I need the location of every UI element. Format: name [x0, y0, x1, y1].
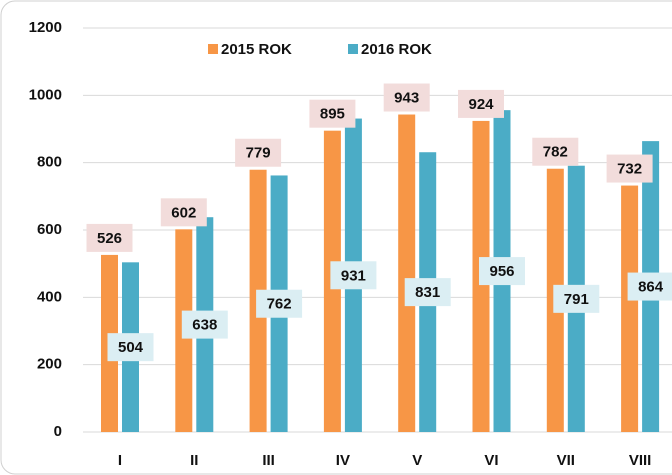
data-label: 864: [638, 279, 664, 296]
data-label: 779: [246, 145, 271, 162]
legend-label: 2015 ROK: [221, 41, 292, 58]
legend-swatch: [208, 44, 218, 54]
data-label: 791: [564, 291, 589, 308]
data-label: 504: [118, 339, 144, 356]
x-tick-label: V: [412, 452, 422, 469]
data-label: 638: [192, 317, 217, 334]
data-label: 782: [543, 144, 568, 161]
data-label: 762: [267, 296, 292, 313]
y-tick-label: 1000: [29, 86, 62, 103]
data-label-box: [181, 310, 228, 339]
data-label: 956: [489, 263, 514, 280]
data-label-box: [330, 261, 377, 290]
data-label-box: [627, 272, 672, 301]
data-label: 831: [415, 284, 440, 301]
data-label: 895: [320, 106, 345, 123]
data-label-box: [553, 284, 600, 313]
data-label: 732: [617, 161, 642, 178]
x-tick-label: VI: [484, 452, 498, 469]
data-label: 924: [468, 96, 494, 113]
y-tick-label: 0: [54, 423, 62, 440]
y-tick-label: 200: [37, 356, 62, 373]
data-label-box: [458, 89, 504, 118]
data-label-box: [309, 99, 356, 128]
data-label-box: [606, 154, 653, 183]
data-label-box: [383, 83, 430, 112]
data-label-box: [256, 289, 303, 318]
data-label-box: [404, 278, 451, 307]
x-tick-label: IV: [336, 452, 350, 469]
bar: [398, 114, 416, 433]
y-tick-label: 800: [37, 154, 62, 171]
data-label: 526: [97, 230, 122, 247]
data-label: 943: [394, 89, 419, 106]
data-label-box: [107, 333, 154, 362]
data-label: 602: [171, 204, 196, 221]
data-label: 931: [341, 267, 366, 284]
x-tick-label: VIII: [629, 452, 652, 469]
y-tick-label: 1200: [29, 19, 62, 36]
legend-label: 2016 ROK: [361, 41, 432, 58]
x-tick-label: VII: [557, 452, 575, 469]
x-tick-label: II: [190, 452, 198, 469]
y-tick-label: 600: [37, 221, 62, 238]
data-label-box: [235, 138, 282, 167]
bar: [621, 185, 639, 432]
data-label-box: [86, 223, 133, 252]
legend-swatch: [348, 44, 358, 54]
y-tick-label: 400: [37, 288, 62, 305]
data-label-box: [479, 257, 525, 286]
x-tick-label: I: [118, 452, 122, 469]
data-label-box: [532, 137, 579, 166]
data-label-box: [160, 198, 207, 227]
x-tick-label: III: [262, 452, 275, 469]
